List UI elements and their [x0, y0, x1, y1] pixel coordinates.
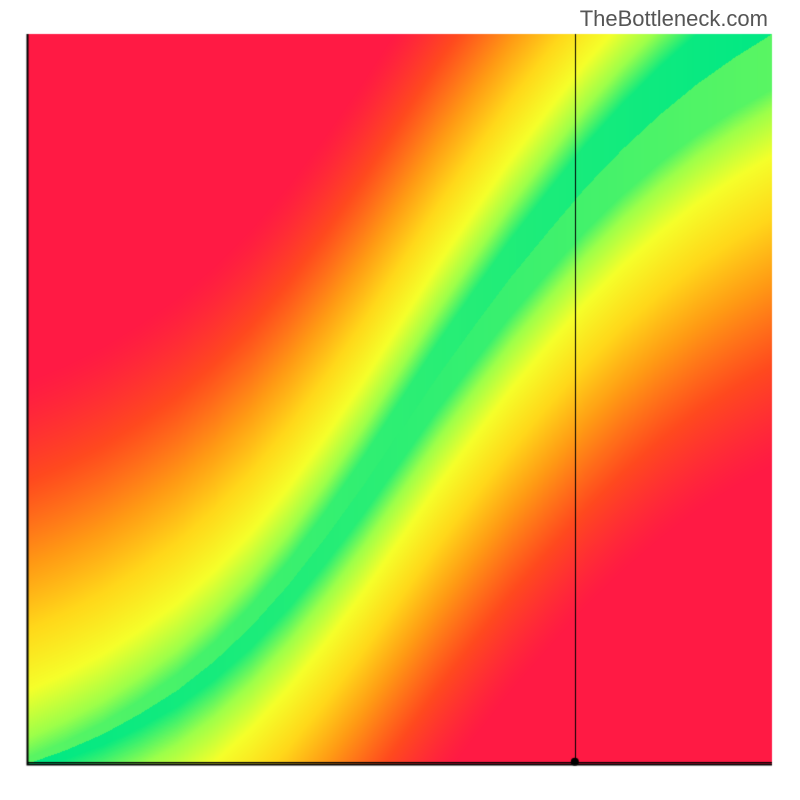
bottleneck-heatmap [0, 0, 800, 800]
chart-container: TheBottleneck.com [0, 0, 800, 800]
watermark-text: TheBottleneck.com [580, 6, 768, 32]
